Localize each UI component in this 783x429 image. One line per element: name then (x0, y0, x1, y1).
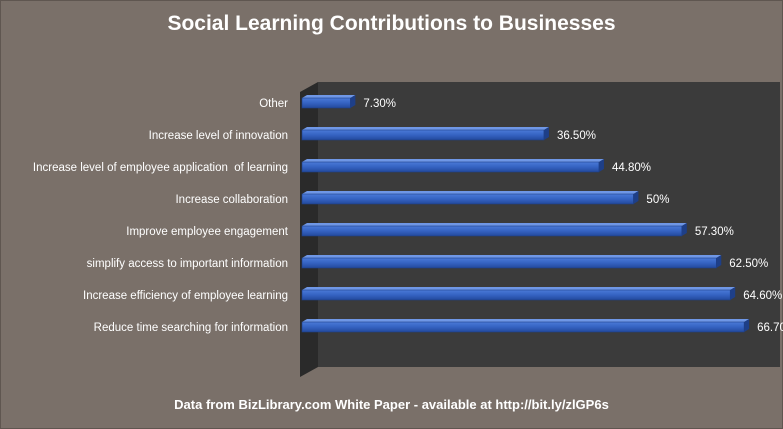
bar-end-face (350, 95, 356, 108)
bar-top-face (302, 287, 736, 290)
bar (301, 257, 717, 269)
labels-layer: Other 7.30% Increase level of innovation 36… (33, 98, 783, 334)
bar (301, 129, 545, 141)
category-label: Other (259, 98, 288, 110)
value-label: 57.30% (695, 226, 734, 238)
value-label: 64.60% (743, 290, 782, 302)
bar-end-face (543, 127, 549, 140)
chart-title: Social Learning Contributions to Busines… (167, 12, 616, 35)
value-label: 50% (646, 194, 669, 206)
category-label: Increase level of employee application o… (33, 162, 288, 174)
bars-layer (301, 95, 750, 333)
bar-top-face (302, 191, 639, 194)
category-label: Improve employee engagement (126, 226, 289, 238)
category-label: Increase efficiency of employee learning (83, 290, 288, 302)
bar-end-face (744, 319, 750, 332)
bar (301, 321, 745, 333)
bar (301, 161, 600, 173)
bar-end-face (681, 223, 687, 236)
bar-end-face (598, 159, 604, 172)
bar-top-face (302, 319, 750, 322)
value-label: 36.50% (557, 130, 596, 142)
category-label: simplify access to important information (87, 258, 288, 270)
bar-end-face (633, 191, 639, 204)
bar-end-face (730, 287, 736, 300)
category-label: Reduce time searching for information (94, 322, 288, 334)
bar-top-face (302, 127, 549, 130)
bar (301, 289, 731, 301)
category-label: Increase level of innovation (149, 130, 288, 142)
value-label: 44.80% (612, 162, 651, 174)
category-label: Increase collaboration (175, 194, 288, 206)
chart-source-note: Data from BizLibrary.com White Paper - a… (174, 397, 609, 412)
value-label: 62.50% (729, 258, 768, 270)
bar-top-face (302, 255, 722, 258)
value-label: 7.30% (363, 98, 396, 110)
bar (301, 193, 634, 205)
bar-top-face (302, 95, 356, 98)
bar-end-face (716, 255, 722, 268)
bar (301, 97, 351, 109)
value-label: 66.70% (757, 322, 783, 334)
bar-top-face (302, 223, 687, 226)
bar (301, 225, 683, 237)
bar-top-face (302, 159, 604, 162)
